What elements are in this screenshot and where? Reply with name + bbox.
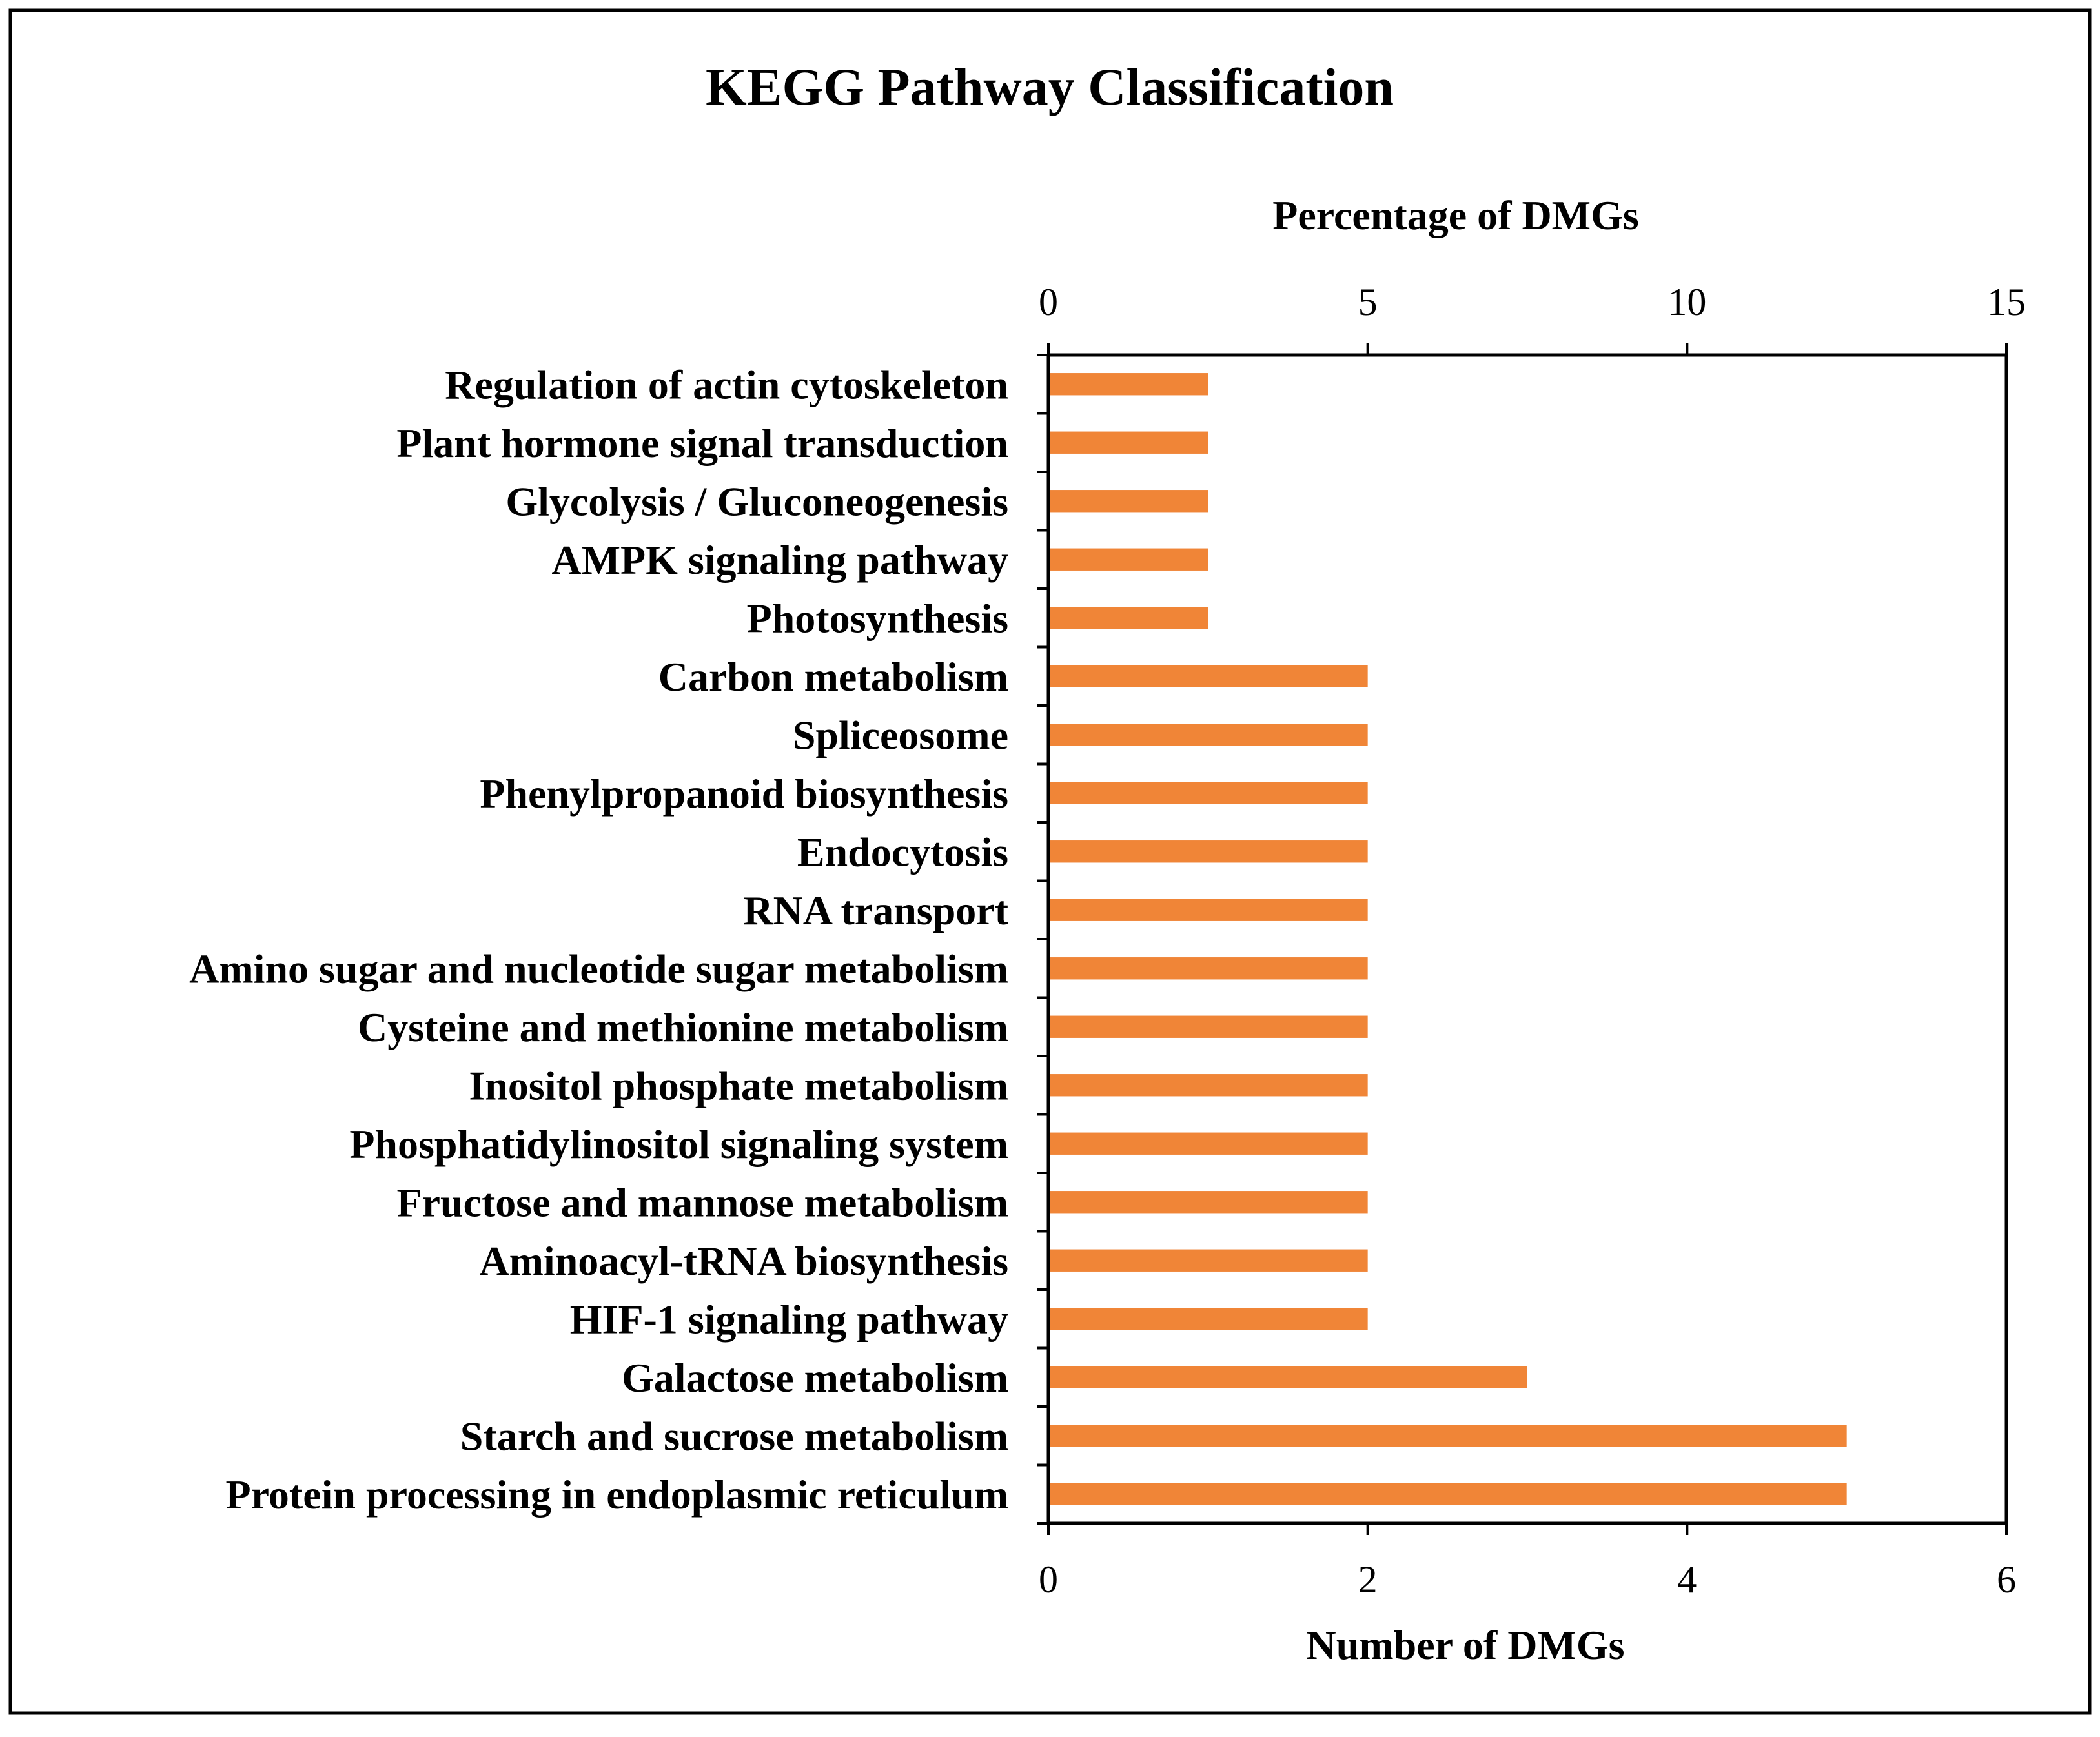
- x2-tick-label: 0: [1039, 281, 1058, 323]
- category-label: Cysteine and methionine metabolism: [358, 1004, 1008, 1050]
- category-label: Amino sugar and nucleotide sugar metabol…: [189, 946, 1008, 991]
- category-label: Spliceosome: [793, 712, 1008, 758]
- bar: [1048, 607, 1208, 629]
- bar: [1048, 1015, 1368, 1038]
- category-label: Inositol phosphate metabolism: [469, 1062, 1008, 1108]
- category-label: Phosphatidylinositol signaling system: [349, 1121, 1008, 1167]
- bottom-axis-title: Number of DMGs: [1307, 1622, 1625, 1668]
- category-label: RNA transport: [743, 888, 1008, 933]
- category-label: Starch and sucrose metabolism: [460, 1413, 1008, 1459]
- bar: [1048, 548, 1208, 571]
- bar: [1048, 1249, 1368, 1272]
- bar: [1048, 724, 1368, 746]
- top-axis-title: Percentage of DMGs: [1272, 192, 1639, 238]
- x-tick-label: 2: [1358, 1558, 1378, 1601]
- bar: [1048, 957, 1368, 980]
- bar: [1048, 840, 1368, 863]
- labels-layer: Regulation of actin cytoskeleton Plant ho…: [189, 281, 2026, 1601]
- axes-layer: [1037, 343, 2008, 1535]
- category-label: Glycolysis / Gluconeogenesis: [505, 478, 1008, 524]
- category-label: Galactose metabolism: [622, 1355, 1008, 1401]
- category-label: Fructose and mannose metabolism: [396, 1179, 1008, 1225]
- bar: [1048, 1366, 1527, 1388]
- bars-layer: [1048, 373, 1847, 1505]
- category-label: AMPK signaling pathway: [551, 537, 1008, 583]
- category-label: Endocytosis: [797, 829, 1008, 875]
- bar: [1048, 1308, 1368, 1330]
- category-label: Protein processing in endoplasmic reticu…: [226, 1472, 1008, 1518]
- chart-title: KEGG Pathway Classification: [706, 57, 1394, 116]
- bar: [1048, 1191, 1368, 1214]
- bar: [1048, 1483, 1847, 1505]
- category-label: Plant hormone signal transduction: [396, 420, 1008, 466]
- category-label: HIF-1 signaling pathway: [570, 1296, 1008, 1342]
- bar: [1048, 1132, 1368, 1155]
- category-label: Photosynthesis: [747, 595, 1008, 641]
- bar: [1048, 431, 1208, 454]
- bar: [1048, 1074, 1368, 1097]
- x-tick-label: 0: [1039, 1558, 1058, 1601]
- x2-tick-label: 10: [1667, 281, 1706, 323]
- bar: [1048, 373, 1208, 396]
- x2-tick-label: 15: [1987, 281, 2026, 323]
- category-label: Phenylpropanoid biosynthesis: [480, 771, 1008, 817]
- category-label: Aminoacyl-tRNA biosynthesis: [479, 1238, 1008, 1284]
- bar: [1048, 782, 1368, 804]
- bar: [1048, 490, 1208, 513]
- x2-tick-label: 5: [1358, 281, 1378, 323]
- category-label: Carbon metabolism: [658, 654, 1008, 700]
- bar: [1048, 1425, 1847, 1447]
- bar: [1048, 899, 1368, 921]
- category-label: Regulation of actin cytoskeleton: [445, 361, 1008, 407]
- bar: [1048, 665, 1368, 687]
- x-tick-label: 6: [1997, 1558, 2016, 1601]
- x-tick-label: 4: [1677, 1558, 1697, 1601]
